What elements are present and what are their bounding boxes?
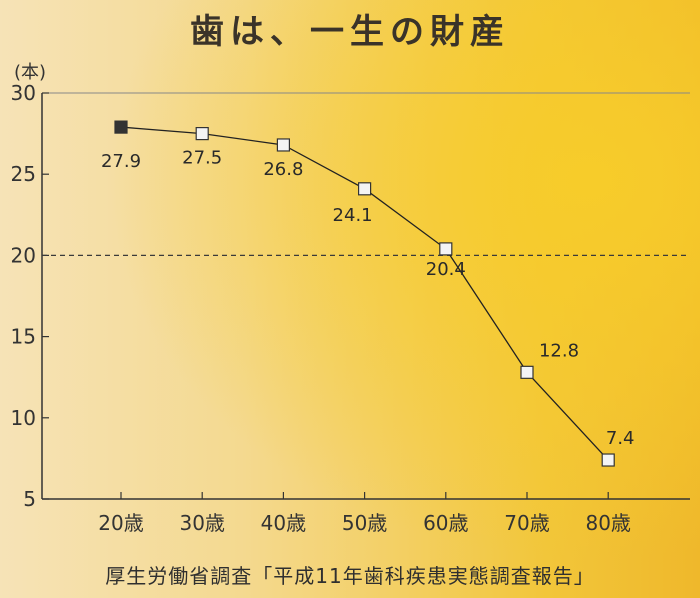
x-category-label: 70歳 [504, 511, 549, 535]
data-point-marker [195, 126, 209, 141]
data-label: 12.8 [539, 340, 579, 361]
x-category-label: 80歳 [585, 511, 630, 535]
source-note: 厚生労働省調査「平成11年歯科疾患実態調査報告」 [105, 564, 595, 588]
x-category-label: 30歳 [179, 511, 224, 535]
data-point-marker [520, 365, 534, 379]
y-axis-ticks: 30 25 20 15 10 5 [11, 81, 49, 511]
x-category-label: 50歳 [342, 511, 387, 535]
series-line [120, 126, 609, 461]
x-axis-categories: 20歳 30歳 40歳 50歳 60歳 70歳 80歳 [98, 492, 631, 535]
data-labels: 27.9 27.5 26.8 24.1 20.4 12.8 7.4 [101, 148, 635, 449]
data-point-marker [276, 138, 290, 152]
data-label: 7.4 [606, 428, 635, 449]
data-point-marker [358, 182, 372, 196]
y-tick-label: 25 [11, 162, 36, 186]
data-label: 26.8 [263, 159, 303, 180]
chart-title: 歯は、一生の財産 [190, 12, 510, 52]
x-category-label: 20歳 [98, 511, 143, 535]
data-series [114, 120, 615, 467]
y-tick-label: 15 [11, 325, 36, 349]
chart-axes [41, 92, 690, 500]
data-label: 27.5 [182, 148, 222, 169]
data-point-marker [439, 242, 453, 256]
x-category-label: 40歳 [261, 511, 306, 535]
y-tick-label: 20 [11, 243, 36, 267]
y-tick-label: 5 [23, 487, 36, 511]
x-category-label: 60歳 [423, 511, 468, 535]
data-label: 20.4 [426, 259, 466, 280]
data-point-marker [601, 453, 615, 467]
y-axis-unit-label: (本) [14, 62, 46, 83]
y-tick-label: 30 [11, 81, 36, 105]
data-point-marker [114, 120, 128, 134]
data-label: 24.1 [333, 205, 373, 226]
data-label: 27.9 [101, 151, 141, 172]
y-tick-label: 10 [11, 406, 36, 430]
